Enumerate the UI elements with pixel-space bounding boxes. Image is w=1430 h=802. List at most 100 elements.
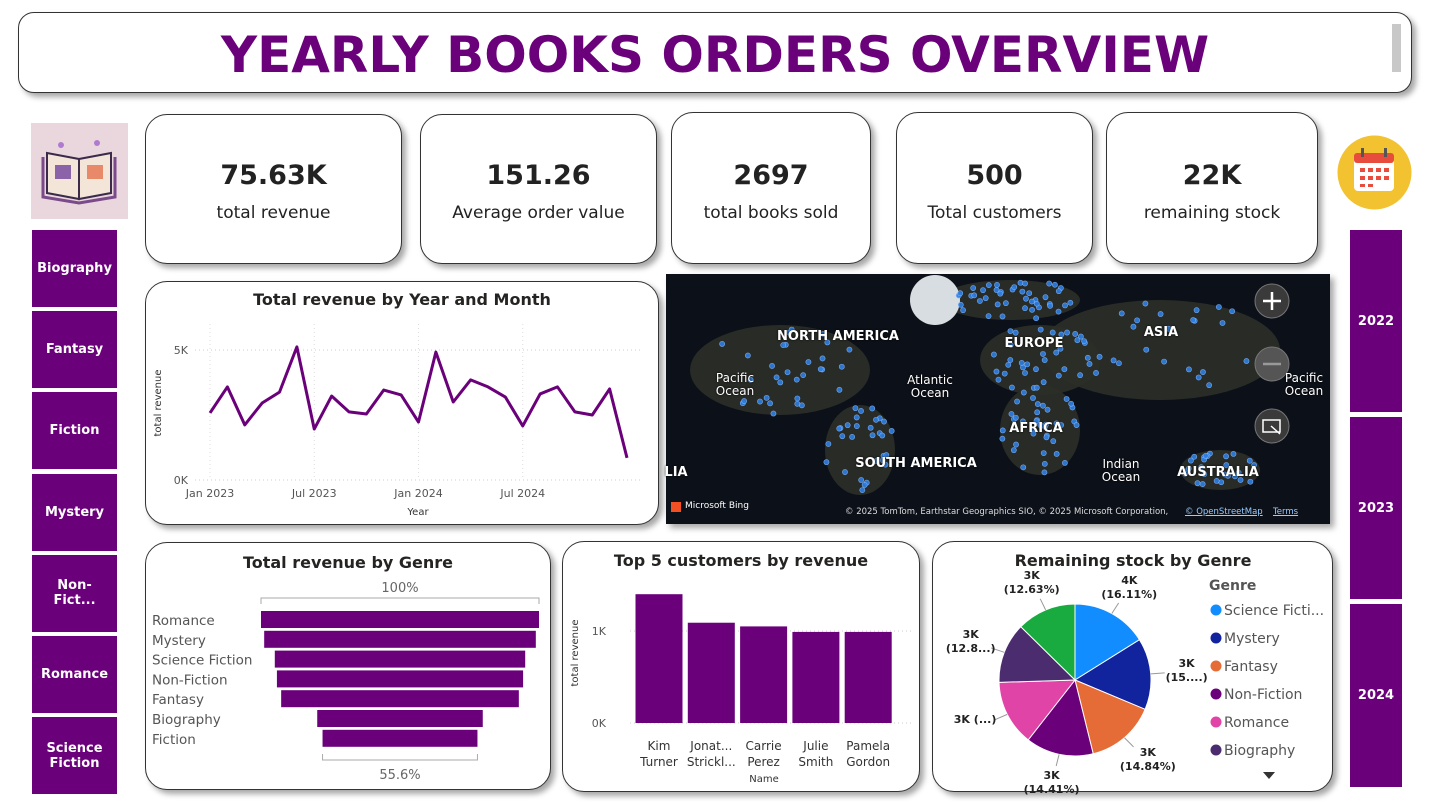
customer-location: [1020, 389, 1027, 396]
customer-location: [819, 355, 826, 362]
customer-location: [1213, 477, 1220, 484]
genre-slicer-item[interactable]: Biography: [32, 230, 117, 307]
x-tick-label: Julie Smith: [798, 739, 834, 769]
customer-location: [980, 287, 986, 294]
customer-location: [1199, 481, 1206, 487]
genre-slicer-item[interactable]: Mystery: [32, 473, 117, 551]
customer-location: [836, 386, 843, 393]
customer-location: [769, 363, 775, 369]
customer-location: [1033, 366, 1039, 373]
customer-location: [719, 341, 726, 347]
genre-slicer-item[interactable]: Romance: [32, 636, 117, 713]
customer-location: [1040, 450, 1047, 457]
category-label: Fiction: [152, 732, 196, 748]
customer-location: [1077, 372, 1084, 379]
map-label: Indian Ocean: [1101, 457, 1141, 484]
category-label: Mystery: [152, 633, 206, 649]
funnel-bracket: [322, 754, 478, 761]
chart-title: Total revenue by Year and Month: [253, 290, 551, 309]
funnel-bottom-label: 55.6%: [379, 768, 420, 783]
leader-line: [1150, 672, 1165, 675]
map-label: LIA: [664, 465, 688, 480]
category-label: Fantasy: [152, 692, 204, 708]
data-label: 3K (15....): [1165, 657, 1208, 685]
customer-location: [1001, 370, 1008, 377]
customer-location: [999, 313, 1006, 320]
year-slicer-item[interactable]: 2024: [1350, 604, 1402, 787]
bing-logo: [671, 502, 681, 512]
leader-line: [1055, 754, 1060, 767]
customer-location: [971, 292, 978, 299]
customer-location: [780, 342, 787, 349]
customer-location: [1193, 307, 1200, 314]
customer-location: [993, 368, 1000, 375]
genre-slicer-item[interactable]: Non-Fict...: [32, 554, 117, 632]
customer-location: [853, 423, 860, 429]
customer-location: [1182, 470, 1188, 477]
kpi-label: Total customers: [927, 203, 1062, 223]
customer-location: [1185, 465, 1192, 472]
customer-location: [794, 395, 801, 402]
customer-location: [757, 398, 763, 405]
customer-location: [1232, 473, 1238, 480]
customer-location: [1191, 453, 1198, 460]
y-tick-label: 1K: [592, 625, 607, 638]
customer-location: [1061, 366, 1068, 373]
customer-location: [1074, 337, 1081, 344]
customer-location: [881, 418, 887, 425]
bar: [635, 594, 683, 723]
customer-location: [1041, 460, 1048, 467]
kpi-card: [896, 112, 1093, 264]
map-link[interactable]: Terms: [1273, 507, 1299, 517]
customer-location: [1010, 447, 1017, 454]
legend-label: Mystery: [1224, 631, 1280, 647]
kpi-value: 151.26: [486, 160, 591, 191]
genre-slicer-item[interactable]: Fantasy: [32, 311, 117, 389]
customer-location: [1002, 300, 1009, 307]
customer-location: [1190, 317, 1197, 323]
customer-location: [1165, 325, 1172, 332]
customer-location: [977, 298, 983, 304]
funnel-bar: [281, 690, 519, 708]
customer-location: [846, 346, 853, 353]
scrollbar[interactable]: [1392, 24, 1401, 72]
legend-swatch: [1210, 632, 1222, 644]
legend-title: Genre: [1209, 578, 1256, 594]
customer-location: [1007, 357, 1014, 363]
map-label: Atlantic Ocean: [907, 373, 953, 400]
map-label: EUROPE: [1004, 336, 1064, 351]
year-slicer-item[interactable]: 2023: [1350, 417, 1402, 599]
funnel-bracket: [260, 597, 540, 604]
customer-location: [1041, 469, 1048, 476]
legend-scroll[interactable]: [1263, 772, 1275, 779]
customer-location: [824, 339, 831, 346]
customer-location: [1142, 300, 1149, 307]
kpi-value: 75.63K: [220, 160, 327, 191]
genre-slicer-item[interactable]: Fiction: [32, 392, 117, 470]
customer-location: [1243, 358, 1250, 364]
customer-location: [997, 290, 1004, 297]
leader-line: [1124, 737, 1134, 748]
x-axis-title: Name: [749, 774, 779, 785]
data-label: 4K (16.11%): [1101, 574, 1158, 602]
year-slicer-item[interactable]: 2022: [1350, 230, 1402, 412]
customer-location: [1057, 345, 1064, 352]
y-axis-title: total revenue: [570, 620, 581, 687]
customer-location: [1077, 333, 1084, 340]
customer-location: [741, 398, 748, 404]
customer-location: [1198, 464, 1205, 471]
map-link[interactable]: © OpenStreetMap: [1185, 507, 1263, 517]
data-label: 3K (14.84%): [1119, 745, 1176, 773]
customer-location: [853, 414, 860, 421]
kpi-label: total revenue: [216, 203, 331, 223]
customer-location: [1040, 379, 1047, 386]
customer-location: [1013, 441, 1019, 448]
customer-location: [1229, 308, 1236, 315]
customer-location: [1007, 328, 1014, 334]
customer-location: [852, 405, 859, 412]
y-tick-label: 0K: [174, 474, 189, 487]
customer-location: [1093, 370, 1099, 376]
x-tick-label: Jan 2023: [185, 487, 234, 500]
genre-slicer-item[interactable]: Science Fiction: [32, 717, 117, 795]
